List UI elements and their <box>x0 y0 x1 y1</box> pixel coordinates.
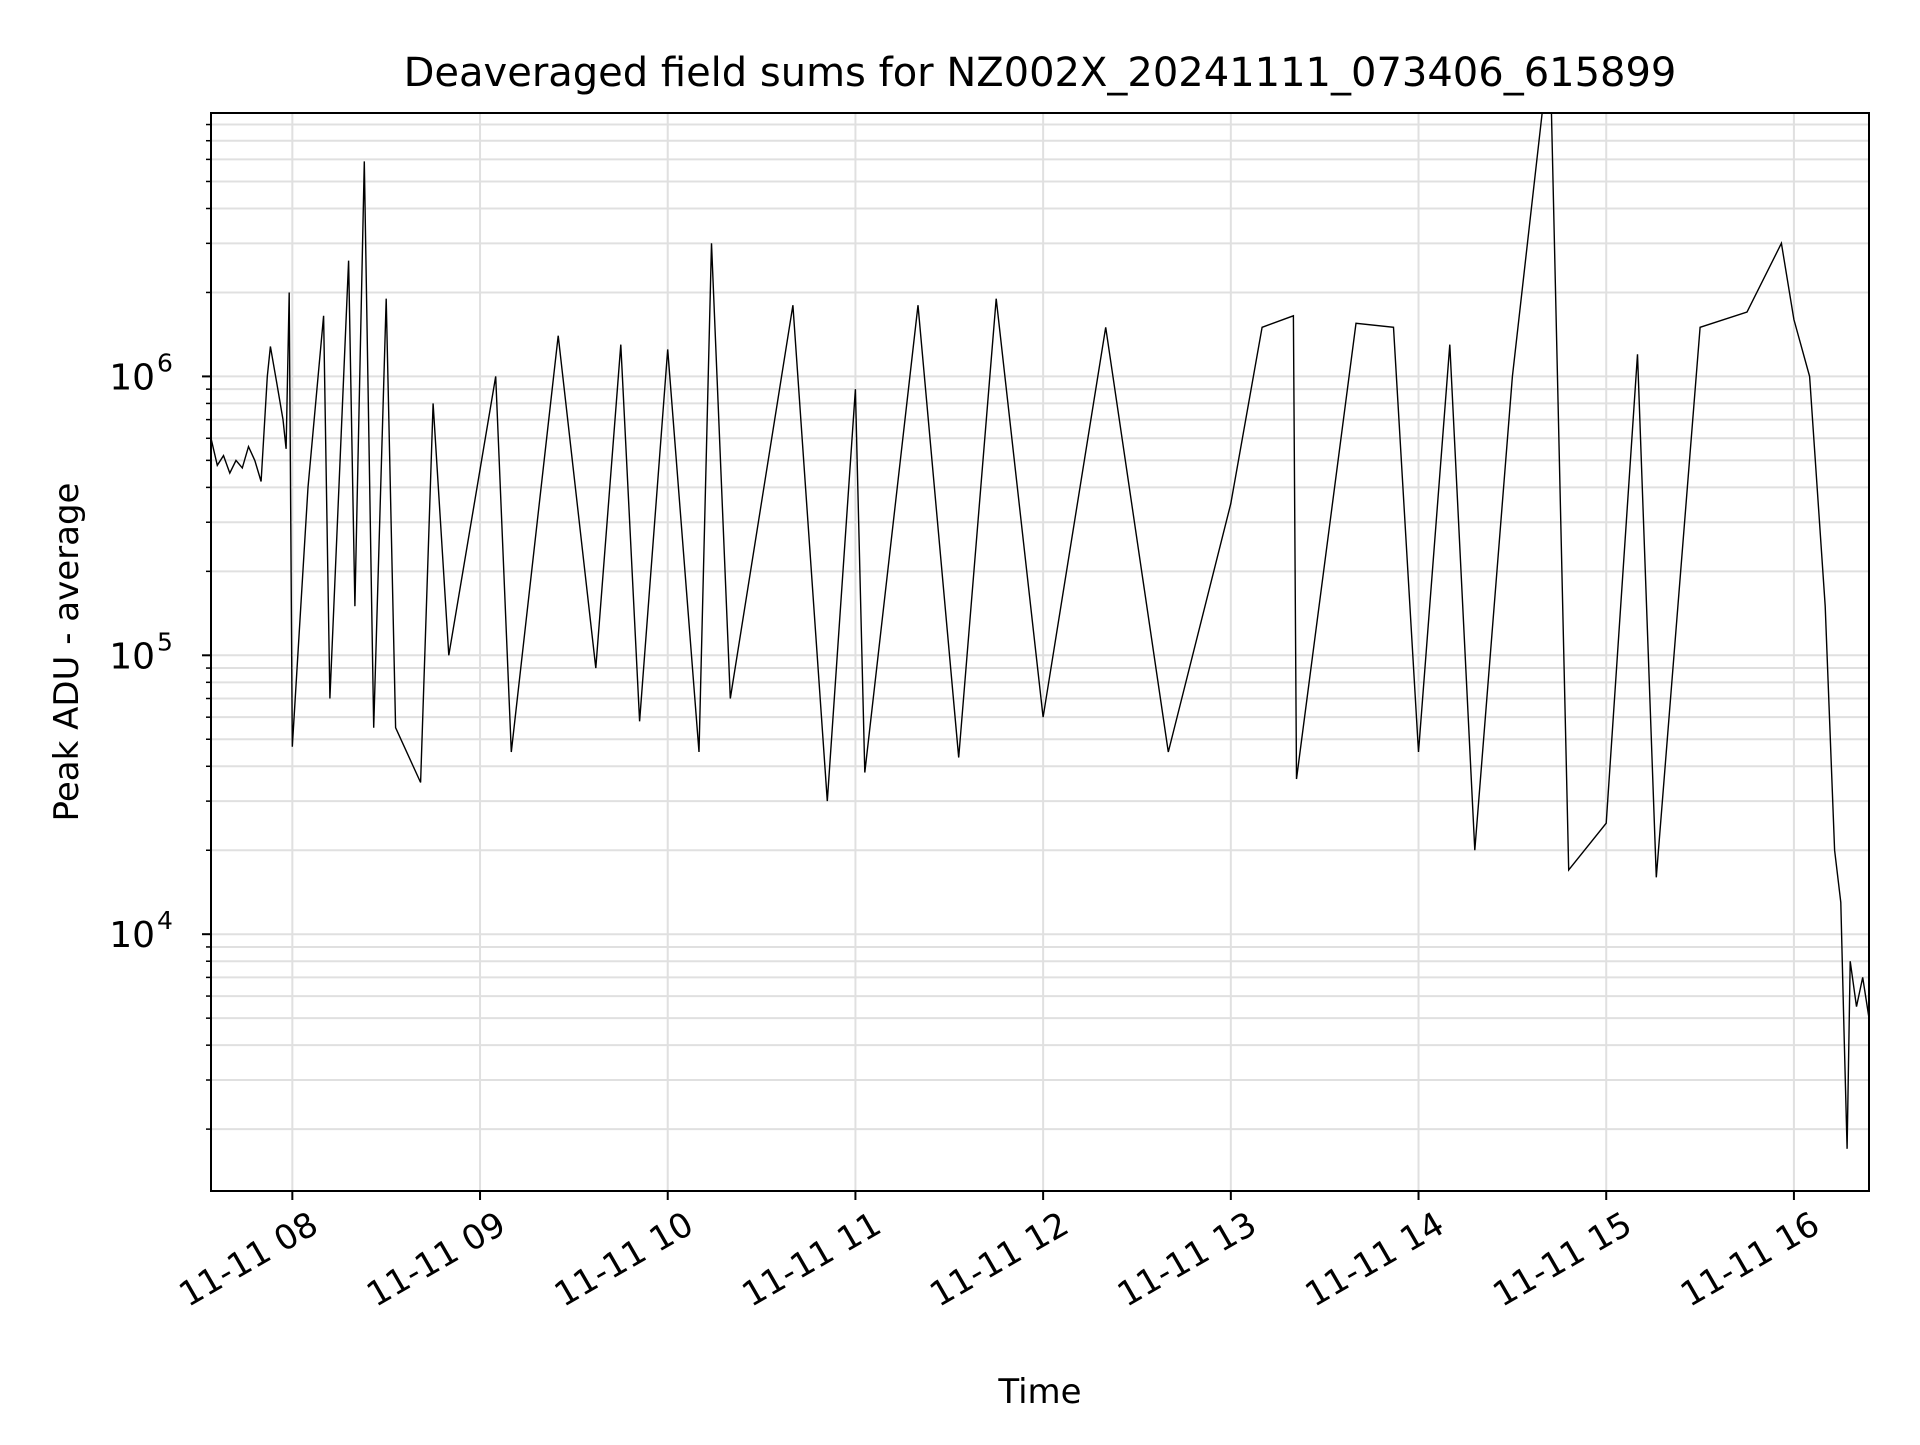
x-tick-label: 11-11 08 <box>172 1204 324 1315</box>
y-axis-label: Peak ADU - average <box>47 483 87 822</box>
plot-area <box>211 113 1869 1149</box>
x-tick-label: 11-11 12 <box>923 1204 1075 1315</box>
y-tick-exponent: 6 <box>157 348 173 377</box>
x-tick-label: 11-11 09 <box>360 1204 512 1315</box>
y-tick-label: 10 <box>109 915 155 956</box>
x-tick-label: 11-11 14 <box>1299 1204 1451 1315</box>
x-axis-label: Time <box>997 1372 1081 1412</box>
y-tick-label: 10 <box>109 636 155 677</box>
y-tick-label: 10 <box>109 357 155 398</box>
x-tick-label: 11-11 13 <box>1111 1204 1263 1315</box>
x-tick-label: 11-11 15 <box>1486 1204 1638 1315</box>
plot-frame <box>210 112 1870 1192</box>
y-tick-exponent: 4 <box>157 906 173 935</box>
data-series-line <box>211 113 1869 1149</box>
x-tick-label: 11-11 16 <box>1674 1204 1826 1315</box>
y-tick-exponent: 5 <box>157 627 173 656</box>
x-tick-label: 11-11 10 <box>548 1204 700 1315</box>
chart-title: Deaveraged field sums for NZ002X_2024111… <box>404 50 1677 96</box>
x-tick-label: 11-11 11 <box>736 1204 888 1315</box>
grid-layer <box>211 113 1869 1191</box>
